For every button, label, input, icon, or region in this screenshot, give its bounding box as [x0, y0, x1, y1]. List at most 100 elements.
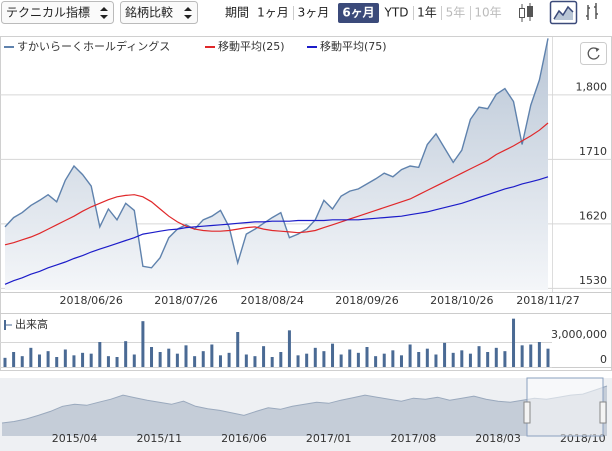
- navigator-window[interactable]: [523, 377, 607, 437]
- price-line: [4, 38, 549, 269]
- dropdown-box: [120, 1, 198, 24]
- range-label: 5年: [446, 6, 466, 20]
- range-label: 1年: [417, 6, 437, 20]
- range-button[interactable]: 6ヶ月: [338, 3, 379, 23]
- volume-bar: [399, 355, 403, 367]
- volume-bar: [201, 351, 205, 367]
- volume-bar: [236, 332, 240, 367]
- navigator-label: 2015/11: [136, 432, 182, 445]
- volume-bar: [408, 344, 412, 367]
- volume-bar: [37, 354, 41, 367]
- volume-bar: [537, 342, 541, 367]
- range-label: 3ヶ月: [298, 6, 330, 20]
- volume-bar: [167, 348, 171, 367]
- x-tick-label: 2018/11/27: [516, 294, 579, 307]
- volume-bar: [150, 347, 154, 367]
- volume-bar: [132, 354, 136, 367]
- chart-style-icons[interactable]: [519, 0, 599, 25]
- line-icon[interactable]: [549, 0, 578, 25]
- volume-bar: [210, 344, 214, 367]
- dropdown-arrow: [184, 7, 192, 19]
- range-label: YTD: [384, 6, 409, 20]
- navigator-line: [1, 385, 608, 424]
- volume-bar: [494, 347, 498, 367]
- volume-bar: [374, 356, 378, 367]
- refresh-button[interactable]: [580, 42, 607, 65]
- legend-label: すかいらーくホールディングス: [17, 39, 170, 53]
- volume-bar: [434, 354, 438, 367]
- volume-bar: [253, 356, 257, 367]
- volume-bar: [477, 346, 481, 367]
- range-label: 1ヶ月: [257, 6, 289, 20]
- volume-bar: [296, 355, 300, 367]
- volume-bar: [529, 344, 533, 367]
- icon-part: [554, 7, 573, 20]
- moving-average-line: [4, 176, 549, 285]
- y-tick-label: 1,800: [576, 80, 608, 93]
- y-tick-label: 1710: [579, 145, 607, 158]
- navigator-area: [2, 386, 607, 436]
- range-button: 10年: [470, 6, 502, 20]
- bar-icon[interactable]: [586, 3, 598, 20]
- volume-bar: [425, 348, 429, 367]
- volume-bar: [348, 349, 352, 367]
- volume-bar: [46, 351, 50, 367]
- volume-bar: [520, 345, 524, 367]
- volume-bar: [279, 352, 283, 367]
- y-tick-label: 0: [600, 353, 607, 366]
- volume-bar: [322, 351, 326, 367]
- icon-part: [553, 5, 574, 20]
- volume-bar: [305, 353, 309, 367]
- volume-bar: [106, 356, 110, 367]
- range-label: 6ヶ月: [342, 6, 374, 20]
- dropdown[interactable]: テクニカル指標: [1, 1, 114, 24]
- moving-average-line: [4, 122, 549, 246]
- candlestick-icon[interactable]: [519, 3, 533, 22]
- volume-bar: [546, 348, 550, 367]
- volume-bar: [141, 321, 145, 367]
- dropdown-label: 銘柄比較: [125, 5, 173, 20]
- volume-bar: [382, 353, 386, 367]
- y-tick-label: 1530: [579, 274, 607, 287]
- volume-bar: [244, 354, 248, 367]
- volume-bar: [262, 346, 266, 367]
- navigator-label: 2017/08: [391, 432, 437, 445]
- y-tick-label: 1620: [579, 209, 607, 222]
- range-button[interactable]: 1年: [413, 6, 437, 21]
- volume-bar: [124, 341, 128, 367]
- volume-bar: [227, 352, 231, 367]
- volume-bar: [287, 330, 291, 367]
- volume-bar: [3, 357, 7, 367]
- dropdown-arrow: [100, 7, 108, 19]
- legend-label: 移動平均(25): [218, 39, 285, 53]
- volume-bar: [81, 352, 85, 367]
- period-label: 期間: [225, 6, 249, 20]
- volume-bar: [55, 357, 59, 367]
- volume-bar: [339, 354, 343, 367]
- volume-bar: [460, 350, 464, 367]
- range-active-bg: [338, 3, 379, 23]
- volume-bar: [270, 357, 274, 367]
- volume-bar: [503, 351, 507, 367]
- range-button[interactable]: 3ヶ月: [293, 6, 330, 21]
- panel-title: 出来高: [15, 317, 48, 331]
- volume-bar: [512, 318, 516, 367]
- range-button[interactable]: YTD: [384, 6, 409, 20]
- volume-bar: [486, 352, 490, 367]
- dropdown[interactable]: 銘柄比較: [120, 1, 198, 24]
- range-button[interactable]: 1ヶ月: [257, 6, 289, 20]
- volume-bar: [468, 353, 472, 367]
- volume-bar: [175, 353, 179, 367]
- range-button: 5年: [441, 6, 466, 20]
- navigator-label: 2018/03: [475, 432, 521, 445]
- navigator-label: 2015/04: [52, 432, 98, 445]
- navigator-label: 2017/01: [306, 432, 352, 445]
- volume-bar: [218, 355, 222, 367]
- volume-bar: [313, 347, 317, 367]
- y-tick-label: 3,000,000: [551, 328, 607, 341]
- dropdown-box: [1, 1, 114, 24]
- range-label: 10年: [474, 6, 501, 20]
- volume-bar: [72, 355, 76, 367]
- icon-part: [519, 8, 525, 18]
